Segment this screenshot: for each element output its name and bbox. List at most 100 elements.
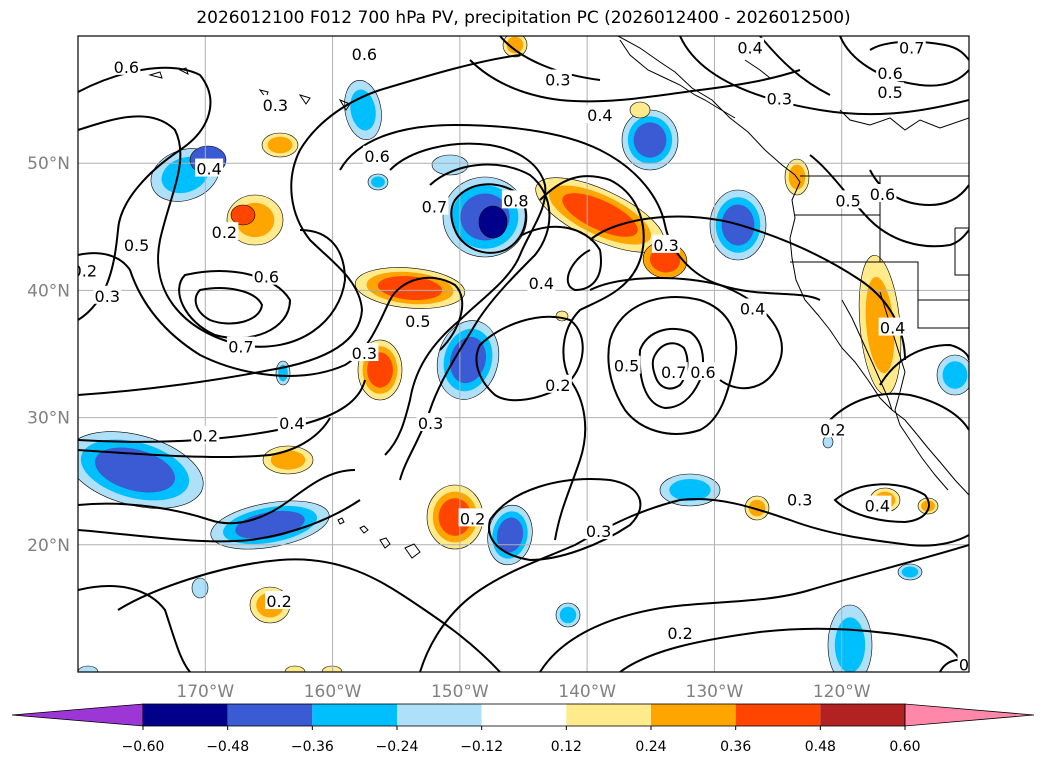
contour-label-bg <box>585 105 614 124</box>
pv-contour <box>519 225 602 292</box>
contour-label: 0.3 <box>767 90 792 109</box>
contour-label-bg <box>210 222 239 241</box>
contour-label-bg <box>265 591 294 610</box>
precip-shading-region <box>431 154 469 176</box>
precip-shading-region <box>321 665 343 672</box>
pv-contour <box>117 558 501 672</box>
lat-tick-label: 30°N <box>27 409 70 429</box>
contour-label-bg <box>897 37 926 56</box>
precip-shading-region <box>942 361 968 389</box>
contour-label: 0.2 <box>959 656 984 675</box>
colorbar-tick-label: −0.60 <box>122 739 165 755</box>
pv-contour <box>78 469 356 525</box>
colorbar-segment <box>227 704 313 726</box>
contour-label-bg <box>957 654 969 672</box>
precip-shading-region <box>449 336 487 384</box>
contour-label: 0.2 <box>72 261 97 280</box>
pv-contour <box>839 36 969 87</box>
contour-label-bg <box>868 184 897 202</box>
contour-label: 0.3 <box>787 490 812 509</box>
precip-shading-region <box>270 450 306 470</box>
precip-shading-region <box>506 36 524 54</box>
contour-label: 0.3 <box>352 344 377 363</box>
precip-shading-region <box>267 136 293 154</box>
alaska-coast <box>619 39 969 131</box>
colorbar-tick-label: −0.12 <box>460 739 503 755</box>
contour-label-bg <box>78 260 99 279</box>
pv-contour <box>78 417 331 459</box>
precip-shading-region <box>78 665 99 672</box>
contour-label: 0.6 <box>690 363 715 382</box>
precip-shading-region <box>559 606 577 624</box>
contour-label: 0.3 <box>95 287 120 306</box>
contour-label: 0.8 <box>503 191 528 210</box>
pv-contour <box>78 115 347 348</box>
pv-contour <box>833 483 930 524</box>
contour-label: 0.6 <box>364 147 389 166</box>
contour-label: 0.5 <box>124 236 149 255</box>
north-america-coast <box>617 36 969 496</box>
precip-shading-region <box>367 352 393 388</box>
contour-label: 0.2 <box>820 420 845 439</box>
contour-label-bg <box>666 622 695 641</box>
map-area: 0.60.30.60.60.40.20.50.20.30.60.7 0.30.50… <box>72 36 984 675</box>
colorbar-extend-high <box>904 703 1035 727</box>
contour-label-bg <box>652 234 681 253</box>
precip-shading-region <box>371 176 385 188</box>
contour-label: 0.4 <box>865 497 890 516</box>
colorbar-segment <box>481 704 567 726</box>
contour-label-bg <box>659 362 688 381</box>
contour-label: 0.7 <box>899 39 924 58</box>
contour-label: 0.4 <box>587 106 612 125</box>
colorbar-segment <box>820 704 905 726</box>
precip-shading-region <box>438 498 472 536</box>
contour-label-bg <box>122 234 151 253</box>
pv-contour <box>809 154 969 248</box>
contour-label: 0.5 <box>405 312 430 331</box>
contour-label: 0.3 <box>653 236 678 255</box>
pv-contour <box>869 40 969 61</box>
precip-shading-region <box>191 577 209 599</box>
contour-label: 0.3 <box>263 96 288 115</box>
contour-label: 0.2 <box>460 509 485 528</box>
contour-label: 0.7 <box>661 363 686 382</box>
colorbar-segment <box>566 704 651 726</box>
contour-label: 0.4 <box>740 299 765 318</box>
baja-california-coast <box>841 299 949 491</box>
pv-contour <box>619 627 966 672</box>
colorbar-tick-labels: −0.60 −0.48 −0.36 −0.24 −0.12 0.12 0.24 0.36 0.4… <box>122 726 921 755</box>
contour-label-bg <box>834 190 863 209</box>
pv-contour <box>679 36 969 116</box>
contour-label-bg <box>403 311 432 330</box>
colorbar-tick-label: 0.60 <box>889 739 920 755</box>
precip-shading-region <box>94 447 176 493</box>
contour-label-bg <box>785 489 814 508</box>
contour-label-bg <box>543 69 572 88</box>
contour-label: 0.2 <box>193 427 218 446</box>
colorbar-segment <box>397 704 482 726</box>
lon-tick-label: 140°W <box>558 682 616 702</box>
contour-label: 0.6 <box>352 45 377 64</box>
state-borders <box>790 176 969 373</box>
map-frame <box>77 35 970 673</box>
precip-shading-region <box>669 478 711 502</box>
pv-contour <box>78 252 464 377</box>
pv-contour <box>419 498 969 672</box>
lat-tick-label: 50°N <box>27 154 70 174</box>
contour-label-bg <box>612 355 641 374</box>
colorbar-extend-low <box>11 703 144 727</box>
contour-label: 0.2 <box>212 223 237 242</box>
precip-shading-region <box>633 122 667 158</box>
lon-tick-label: 120°W <box>813 682 871 702</box>
pv-contour <box>469 59 801 103</box>
pv-contour <box>384 142 547 456</box>
colorbar-tick-label: −0.24 <box>376 739 419 755</box>
contour-label: 0.5 <box>835 191 860 210</box>
pv-contour <box>178 270 292 340</box>
contour-label-bg <box>765 88 794 107</box>
pv-contour <box>589 215 906 361</box>
colorbar-tick-label: 0.48 <box>805 739 836 755</box>
contour-label-bg <box>876 63 905 82</box>
contour-label-bg <box>420 196 449 215</box>
